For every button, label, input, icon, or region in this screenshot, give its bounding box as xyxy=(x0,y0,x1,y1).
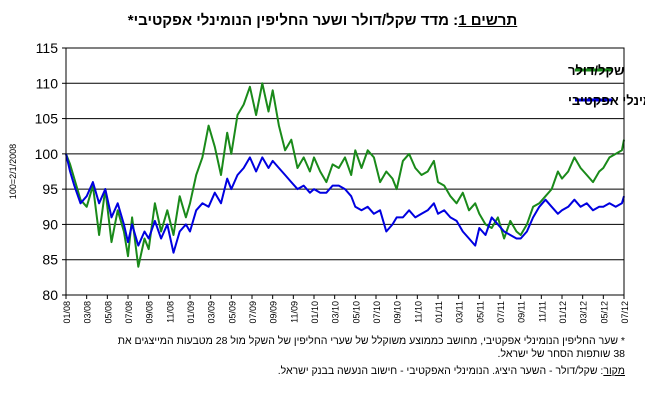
y-axis-label: 100=2/1/2008 xyxy=(8,144,18,199)
x-tick-label: 07/10 xyxy=(372,301,382,324)
x-tick-label: 01/10 xyxy=(310,301,320,324)
chart-title-label: תרשים 1 xyxy=(458,12,518,29)
y-tick-label: 105 xyxy=(35,111,59,127)
y-tick-label: 95 xyxy=(42,181,58,197)
x-tick-label: 05/10 xyxy=(351,301,361,324)
source-note: מקור: שקל/דולר - השער היציג. הנומינלי הא… xyxy=(278,365,625,377)
x-tick-label: 11/08 xyxy=(165,301,175,323)
y-tick-label: 115 xyxy=(36,40,59,56)
chart-title-text: : מדד שקל/דולר ושער החליפין הנומינלי אפק… xyxy=(127,12,459,29)
x-tick-label: 07/08 xyxy=(124,301,134,324)
x-tick-label: 05/08 xyxy=(103,301,113,324)
x-tick-label: 03/11 xyxy=(455,301,465,323)
x-tick-label: 05/09 xyxy=(227,301,237,324)
grid-lines xyxy=(66,47,624,296)
x-tick-label: 07/11 xyxy=(496,301,506,323)
footnote-line-1: * שער החליפין הנומינלי אפקטיבי, מחושב כמ… xyxy=(117,335,625,347)
legend-label-1: שקל/דולר xyxy=(568,63,624,78)
y-tick-label: 110 xyxy=(36,75,59,91)
footnote-line-2: 38 שותפות הסחר של ישראל. xyxy=(497,348,625,360)
x-tick-label: 09/09 xyxy=(269,301,279,324)
series-lines xyxy=(65,82,625,268)
x-tick-label: 07/12 xyxy=(620,301,630,324)
x-tick-label: 11/10 xyxy=(413,301,423,323)
y-tick-label: 85 xyxy=(42,252,58,268)
x-axis-ticks: 01/08 03/08 05/08 07/08 09/08 11/08 01/09 03/09… xyxy=(62,295,630,324)
x-tick-label: 05/12 xyxy=(599,301,609,324)
legend-label-2: נומינלי אפקטיבי xyxy=(568,93,645,108)
source-label: מקור xyxy=(603,365,625,377)
x-tick-label: 03/08 xyxy=(83,301,93,324)
x-tick-label: 09/08 xyxy=(145,301,155,324)
y-tick-label: 80 xyxy=(42,287,58,303)
x-tick-label: 09/10 xyxy=(393,301,403,324)
x-tick-label: 03/09 xyxy=(207,301,217,324)
x-tick-label: 05/11 xyxy=(475,301,485,323)
x-tick-label: 11/11 xyxy=(537,301,547,322)
y-axis-ticks: 80 85 90 95 100 105 110 115 xyxy=(35,40,66,303)
x-tick-label: 03/10 xyxy=(331,301,341,324)
chart-title: תרשים 1: מדד שקל/דולר ושער החליפין הנומי… xyxy=(0,12,645,29)
y-tick-label: 90 xyxy=(42,216,58,232)
x-tick-label: 01/12 xyxy=(558,301,568,324)
x-tick-label: 01/08 xyxy=(62,301,72,324)
x-tick-label: 11/09 xyxy=(289,301,299,323)
series-line-1 xyxy=(65,82,625,268)
x-tick-label: 01/09 xyxy=(186,301,196,324)
x-tick-label: 09/11 xyxy=(517,301,527,323)
y-tick-label: 100 xyxy=(35,146,59,162)
x-tick-label: 07/09 xyxy=(248,301,258,324)
x-tick-label: 03/12 xyxy=(579,301,589,324)
legend: שקל/דולר נומינלי אפקטיבי xyxy=(568,63,645,108)
source-text: : שקל/דולר - השער היציג. הנומינלי האפקטי… xyxy=(277,365,604,377)
series-line-2 xyxy=(65,153,625,254)
x-tick-label: 01/11 xyxy=(434,301,444,323)
plot-frame xyxy=(65,47,625,296)
